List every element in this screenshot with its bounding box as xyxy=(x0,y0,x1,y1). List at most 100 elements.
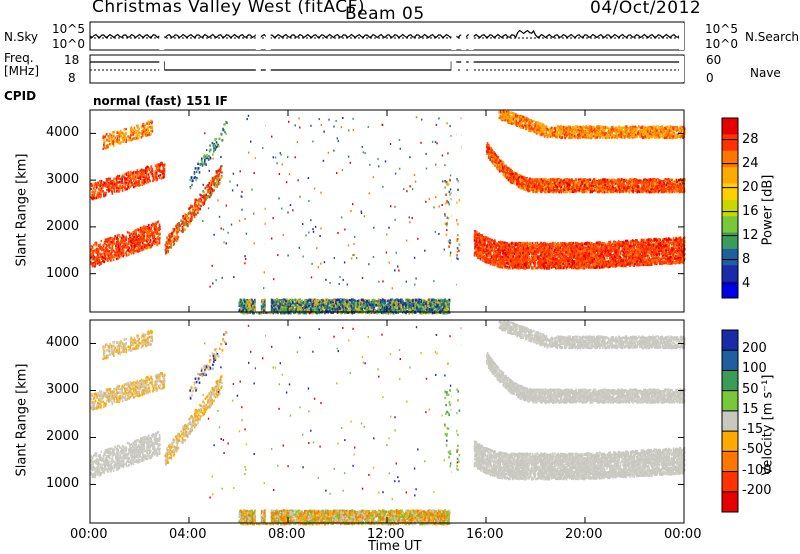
morning-top-power-cell xyxy=(151,128,154,131)
morning-top-velocity-cell xyxy=(129,346,132,350)
morning-upper-velocity-cell xyxy=(163,374,165,377)
morning-upper-power-cell xyxy=(115,177,118,180)
cpid-value: normal (fast) 151 IF xyxy=(93,95,228,107)
morning-lower-velocity-cell xyxy=(135,444,137,447)
morning-upper-velocity-cell xyxy=(93,405,96,408)
morning-top-velocity-cell xyxy=(146,332,148,335)
morning-rise-velocity-cell xyxy=(192,419,194,422)
morning-lower-velocity-cell xyxy=(119,458,121,461)
morning-rise-velocity-cell xyxy=(183,433,185,436)
morning-rise-velocity-cell xyxy=(166,450,169,454)
morning-upper-power-cell xyxy=(156,165,158,168)
morning-upper-velocity-cell xyxy=(109,387,112,391)
morning-lower-power-cell xyxy=(93,257,95,261)
morning-lower-power-cell xyxy=(91,255,94,258)
morning-rise-velocity-cell xyxy=(175,450,178,453)
morning-lower-power-cell xyxy=(138,245,140,248)
morning-top-power-cell xyxy=(142,130,145,133)
morning-lower-power-cell xyxy=(99,255,102,258)
morning-rise-power-cell xyxy=(185,216,188,219)
morning-lower-velocity-cell xyxy=(91,466,94,469)
morning-top-velocity-cell xyxy=(123,344,126,348)
morning-upper-velocity-cell xyxy=(100,390,103,393)
morning-upper-velocity-cell xyxy=(121,388,123,391)
morning-upper-velocity-cell xyxy=(136,394,139,397)
morning-lower-velocity-cell xyxy=(120,456,122,459)
morning-top-power-cell xyxy=(105,146,107,150)
morning-top-velocity-cell xyxy=(137,347,140,350)
morning-upper-power-cell xyxy=(136,175,138,178)
morning-rise-power-cell xyxy=(177,223,180,227)
morning-lower-velocity-cell xyxy=(142,448,144,451)
morning-upper-velocity-cell xyxy=(99,403,102,406)
morning-lower-velocity-cell xyxy=(95,459,98,462)
morning-upper-velocity-cell xyxy=(159,384,162,387)
morning-lower-power-cell xyxy=(97,250,100,253)
morning-lower-velocity-cell xyxy=(109,453,112,457)
morning-upper-power-cell xyxy=(140,169,143,173)
morning-lower-power-cell xyxy=(105,247,107,250)
morning-lower-power-cell xyxy=(100,245,102,249)
morning-upper-power-cell xyxy=(112,180,115,183)
morning-lower-power-cell xyxy=(145,247,147,250)
morning-top-rise-power-cell xyxy=(203,155,205,158)
morning-lower-power-cell xyxy=(107,241,110,244)
freq-right-top-tick: 60 xyxy=(706,54,721,66)
morning-lower-velocity-cell xyxy=(95,454,97,458)
morning-upper-velocity-cell xyxy=(132,390,135,393)
morning-top-power-cell xyxy=(111,137,113,141)
morning-lower-power-cell xyxy=(149,235,152,238)
morning-lower-velocity-cell xyxy=(111,456,114,459)
morning-rise-velocity-cell xyxy=(207,399,210,402)
morning-lower-velocity-cell xyxy=(109,469,112,473)
morning-upper-power-cell xyxy=(147,165,149,168)
morning-upper-power-cell xyxy=(131,171,134,175)
morning-lower-velocity-cell xyxy=(121,444,124,448)
morning-lower-velocity-cell xyxy=(122,455,124,458)
morning-lower-velocity-cell xyxy=(103,462,105,465)
morning-top-power-cell xyxy=(112,142,114,145)
morning-upper-power-cell xyxy=(127,172,129,175)
morning-lower-velocity-cell xyxy=(117,461,119,465)
morning-upper-velocity-cell xyxy=(129,381,132,384)
morning-lower-power-cell xyxy=(152,240,154,244)
morning-top-power-cell xyxy=(107,139,110,142)
morning-lower-velocity-cell xyxy=(139,438,142,442)
morning-lower-velocity-cell xyxy=(143,450,145,453)
morning-upper-velocity-cell xyxy=(150,376,153,379)
morning-top-power-cell xyxy=(136,126,139,129)
nave-label: Nave xyxy=(750,67,781,79)
morning-lower-power-cell xyxy=(139,244,142,247)
morning-upper-velocity-cell xyxy=(155,385,157,388)
morning-rise-power-cell xyxy=(182,215,184,218)
morning-lower-velocity-cell xyxy=(155,432,157,435)
freq-gap xyxy=(265,56,271,82)
morning-upper-velocity-cell xyxy=(134,394,137,397)
morning-top-rise-velocity-cell xyxy=(224,333,226,336)
morning-upper-velocity-cell xyxy=(134,386,137,389)
morning-lower-velocity-cell xyxy=(113,448,116,451)
morning-lower-velocity-cell xyxy=(129,453,132,456)
noise-left-top-tick: 10^5 xyxy=(52,23,85,35)
morning-top-power-cell xyxy=(107,145,109,149)
morning-rise-velocity-cell xyxy=(170,446,173,449)
morning-lower-power-cell xyxy=(146,227,149,230)
morning-upper-velocity-cell xyxy=(99,392,102,395)
morning-lower-power-cell xyxy=(133,235,135,239)
morning-lower-power-cell xyxy=(135,233,137,236)
morning-top-power-cell xyxy=(123,134,126,138)
morning-upper-velocity-cell xyxy=(119,388,121,391)
morning-lower-velocity-cell xyxy=(157,443,159,446)
morning-lower-velocity-cell xyxy=(113,451,115,455)
morning-upper-power-cell xyxy=(146,178,148,182)
morning-lower-power-cell xyxy=(129,233,131,236)
morning-top-power-cell xyxy=(114,140,116,144)
morning-lower-velocity-cell xyxy=(156,448,158,451)
morning-lower-velocity-cell xyxy=(131,445,134,448)
morning-upper-power-cell xyxy=(113,190,116,193)
morning-upper-velocity-cell xyxy=(158,377,160,380)
morning-lower-velocity-cell xyxy=(122,459,125,463)
morning-lower-power-cell xyxy=(117,254,119,257)
morning-upper-velocity-cell xyxy=(124,387,126,390)
morning-lower-power-cell xyxy=(106,258,108,262)
